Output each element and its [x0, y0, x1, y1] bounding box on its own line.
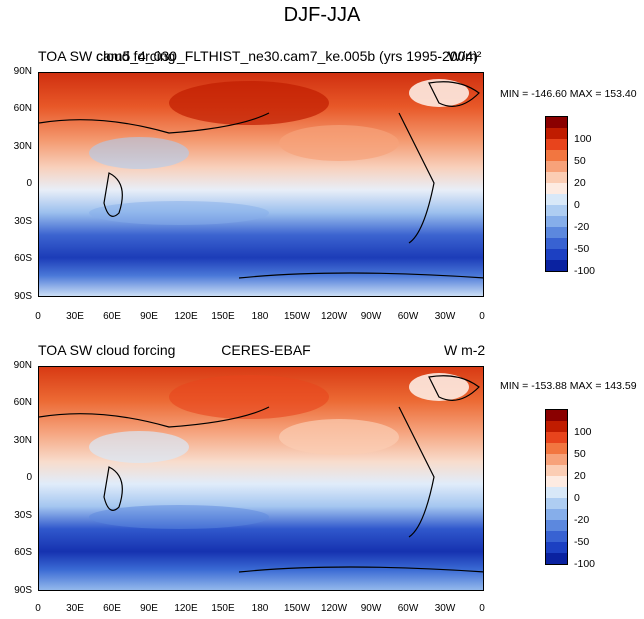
- lat-tick: 90S: [14, 291, 32, 302]
- lat-tick: 60N: [13, 103, 32, 114]
- colorbar-swatch: [546, 194, 567, 205]
- model-map-field: [39, 73, 483, 296]
- colorbar-swatch: [546, 260, 567, 271]
- lat-tick: 60N: [13, 397, 32, 408]
- minmax-label: MIN = -153.88 MAX = 143.59: [500, 380, 637, 392]
- colorbar-swatch: [546, 432, 567, 443]
- lon-tick: 0: [35, 311, 41, 322]
- lat-tick: 30N: [13, 141, 32, 152]
- lon-tick: 120W: [320, 603, 348, 614]
- colorbar-swatch: [546, 531, 567, 542]
- colorbar: [545, 116, 568, 272]
- colorbar-label: 0: [574, 492, 580, 504]
- colorbar-swatch: [546, 128, 567, 139]
- lat-tick: 60S: [14, 253, 32, 264]
- colorbar-swatch: [546, 454, 567, 465]
- lon-tick: 180: [251, 311, 269, 322]
- colorbar-swatch: [546, 520, 567, 531]
- lon-tick: 60E: [103, 311, 121, 322]
- lat-tick: 30S: [14, 510, 32, 521]
- colorbar-label: -20: [574, 221, 590, 233]
- colorbar-swatch: [546, 553, 567, 564]
- colorbar-label: 100: [574, 133, 592, 145]
- colorbar: [545, 409, 568, 565]
- colorbar-label: 20: [574, 177, 586, 189]
- panel-center-label: cam5_4_030_FLTHIST_ne30.cam7_ke.005b (yr…: [96, 48, 478, 64]
- colorbar-label: -100: [574, 558, 596, 570]
- lon-tick: 0: [479, 603, 485, 614]
- lon-tick: 30W: [434, 603, 456, 614]
- colorbar-swatch: [546, 205, 567, 216]
- colorbar-label: 100: [574, 426, 592, 438]
- lon-tick: 30E: [66, 311, 84, 322]
- minmax-label: MIN = -146.60 MAX = 153.40: [500, 88, 637, 100]
- colorbar-swatch: [546, 238, 567, 249]
- lon-tick: 60E: [103, 603, 121, 614]
- colorbar-label: 50: [574, 155, 586, 167]
- colorbar-swatch: [546, 465, 567, 476]
- colorbar-label: -50: [574, 243, 590, 255]
- lon-tick: 60W: [397, 603, 419, 614]
- colorbar-swatch: [546, 509, 567, 520]
- lon-tick: 0: [479, 311, 485, 322]
- lon-tick: 150E: [211, 603, 235, 614]
- colorbar-swatch: [546, 227, 567, 238]
- lon-tick: 90W: [360, 603, 382, 614]
- lon-tick: 30E: [66, 603, 84, 614]
- colorbar-swatch: [546, 139, 567, 150]
- observed-map-field: [39, 367, 483, 590]
- lon-tick: 90E: [140, 311, 158, 322]
- lat-tick: 0: [26, 472, 32, 483]
- colorbar-label: -100: [574, 265, 596, 277]
- lon-tick: 150E: [211, 311, 235, 322]
- colorbar-swatch: [546, 443, 567, 454]
- colorbar-label: 20: [574, 470, 586, 482]
- lat-tick: 90N: [13, 66, 32, 77]
- lat-tick: 30N: [13, 435, 32, 446]
- model-map: [38, 72, 484, 297]
- lat-tick: 60S: [14, 547, 32, 558]
- lon-tick: 120E: [174, 311, 198, 322]
- lon-tick: 120E: [174, 603, 198, 614]
- colorbar-label: 50: [574, 448, 586, 460]
- lat-tick: 30S: [14, 216, 32, 227]
- colorbar-swatch: [546, 487, 567, 498]
- lat-tick: 90S: [14, 585, 32, 596]
- observed-map: [38, 366, 484, 591]
- colorbar-label: 0: [574, 199, 580, 211]
- colorbar-swatch: [546, 421, 567, 432]
- colorbar-swatch: [546, 249, 567, 260]
- lon-tick: 60W: [397, 311, 419, 322]
- panel-left-label: TOA SW cloud forcing: [38, 342, 176, 358]
- colorbar-swatch: [546, 542, 567, 553]
- panel-units-label: W m-2: [444, 342, 486, 358]
- lon-tick: 90W: [360, 311, 382, 322]
- lon-tick: 0: [35, 603, 41, 614]
- panel-units-label: W/m²: [448, 48, 482, 64]
- colorbar-swatch: [546, 476, 567, 487]
- lat-tick: 90N: [13, 360, 32, 371]
- colorbar-swatch: [546, 172, 567, 183]
- figure-title: DJF-JJA: [283, 4, 361, 26]
- panel-center-label: CERES-EBAF: [221, 342, 311, 358]
- lon-tick: 30W: [434, 311, 456, 322]
- colorbar-swatch: [546, 216, 567, 227]
- colorbar-label: -50: [574, 536, 590, 548]
- lat-tick: 0: [26, 178, 32, 189]
- lon-tick: 180: [251, 603, 269, 614]
- lon-tick: 90E: [140, 603, 158, 614]
- colorbar-swatch: [546, 183, 567, 194]
- colorbar-swatch: [546, 150, 567, 161]
- lon-tick: 120W: [320, 311, 348, 322]
- colorbar-swatch: [546, 117, 567, 128]
- lon-tick: 150W: [283, 311, 311, 322]
- lon-tick: 150W: [283, 603, 311, 614]
- colorbar-swatch: [546, 498, 567, 509]
- colorbar-label: -20: [574, 514, 590, 526]
- panel-left-label: TOA SW cloud forcing: [38, 48, 176, 64]
- colorbar-swatch: [546, 410, 567, 421]
- colorbar-swatch: [546, 161, 567, 172]
